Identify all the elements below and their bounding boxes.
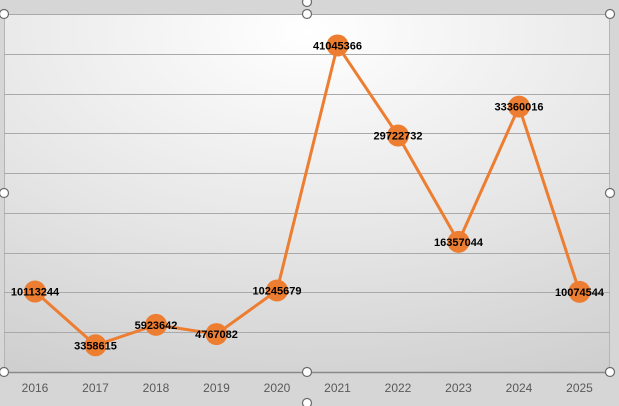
x-tick-label: 2019	[203, 381, 230, 395]
x-tick-label: 2025	[566, 381, 593, 395]
data-label: 41045366	[313, 40, 362, 52]
data-point-marker[interactable]	[326, 34, 349, 57]
data-point-marker[interactable]	[205, 323, 228, 346]
data-label: 5923642	[135, 320, 178, 332]
resize-handle[interactable]	[604, 187, 616, 199]
data-point-marker[interactable]	[24, 280, 46, 303]
resize-handle[interactable]	[604, 366, 616, 378]
data-label: 10245679	[253, 285, 302, 297]
x-tick-label: 2017	[82, 381, 109, 395]
resize-handle[interactable]	[301, 397, 313, 406]
x-tick-label: 2024	[506, 381, 533, 395]
data-label: 33360016	[495, 102, 544, 114]
series-line[interactable]	[33, 43, 581, 347]
x-tick-label: 2023	[445, 381, 472, 395]
resize-handle[interactable]	[301, 0, 313, 8]
resize-handle[interactable]	[0, 8, 10, 20]
data-series[interactable]	[24, 34, 591, 357]
data-labels: 10113244 3358615 5923642 4767082 10245679 410…	[11, 40, 605, 352]
data-label: 3358615	[74, 340, 117, 352]
resize-handle[interactable]	[301, 8, 313, 20]
plot-area-background	[4, 14, 610, 372]
resize-handle[interactable]	[604, 8, 616, 20]
x-tick-label: 2018	[143, 381, 170, 395]
x-tick-label: 2016	[22, 381, 49, 395]
data-point-marker[interactable]	[508, 95, 530, 118]
data-point-marker[interactable]	[145, 313, 167, 336]
data-label: 10113244	[11, 287, 60, 299]
data-label: 16357044	[434, 237, 484, 249]
resize-handle[interactable]	[0, 187, 10, 199]
resize-handle[interactable]	[0, 366, 10, 378]
x-tick-label: 2020	[264, 381, 291, 395]
data-point-marker[interactable]	[387, 124, 409, 147]
x-axis: 2016 2017 2018 2019 2020 2021 2022 2023 2024 2025	[4, 371, 610, 395]
x-tick-label: 2022	[385, 381, 412, 395]
data-label: 4767082	[195, 329, 238, 341]
resize-handle[interactable]	[301, 366, 313, 378]
data-point-marker[interactable]	[568, 280, 591, 303]
data-label: 29722732	[374, 131, 423, 143]
data-label: 10074544	[555, 287, 605, 299]
data-point-marker[interactable]	[84, 334, 107, 357]
x-tick-label: 2021	[324, 381, 351, 395]
gridlines	[4, 14, 610, 333]
data-point-marker[interactable]	[266, 279, 288, 302]
data-point-marker[interactable]	[447, 230, 470, 253]
